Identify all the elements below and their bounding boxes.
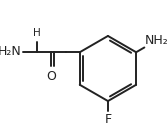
- Text: NH₂: NH₂: [145, 34, 167, 47]
- Text: H: H: [33, 28, 41, 38]
- Text: O: O: [46, 70, 56, 83]
- Text: F: F: [104, 113, 112, 126]
- Text: H₂N: H₂N: [0, 45, 21, 58]
